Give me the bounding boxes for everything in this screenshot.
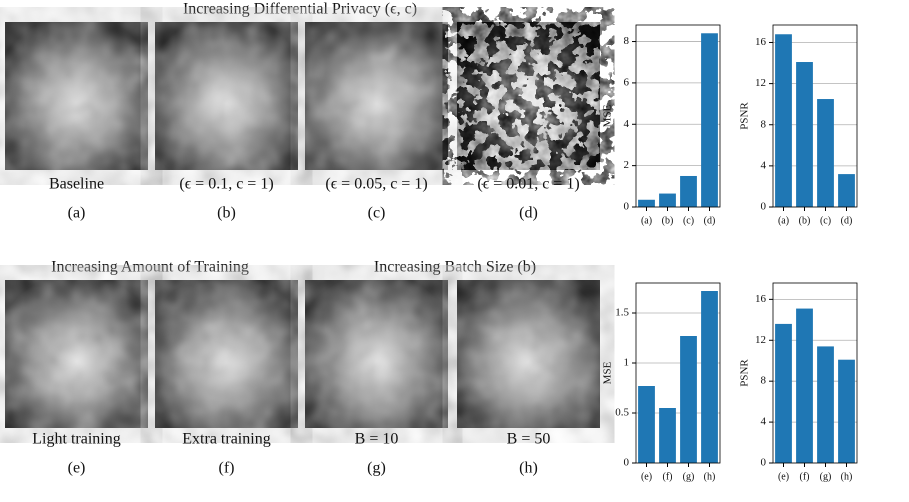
bar <box>796 62 813 207</box>
x-tick-label: (d) <box>704 215 716 226</box>
y-tick-label: 12 <box>755 77 766 89</box>
y-tick-label: 1 <box>624 357 630 369</box>
section-title: Increasing Batch Size (b) <box>374 259 536 276</box>
panel-caption: Baseline <box>49 176 104 193</box>
bar <box>680 336 697 463</box>
x-tick-label: (g) <box>683 471 695 482</box>
x-tick-label: (f) <box>663 471 673 482</box>
y-tick-label: 4 <box>761 159 767 171</box>
image-texture <box>155 22 298 170</box>
bar <box>838 359 855 463</box>
panel-label: (g) <box>367 460 386 477</box>
image-texture <box>457 280 600 428</box>
image-texture <box>5 280 148 428</box>
y-tick-label: 0 <box>761 457 767 469</box>
image-texture <box>155 280 298 428</box>
x-tick-label: (h) <box>704 471 716 482</box>
y-tick-label: 6 <box>624 76 630 88</box>
y-tick-label: 0.5 <box>615 407 629 419</box>
plot-frame <box>635 282 721 464</box>
y-axis-label: PSNR <box>739 359 751 387</box>
x-tick-label: (e) <box>778 471 789 482</box>
x-tick-label: (e) <box>641 471 652 482</box>
image-texture <box>305 22 448 170</box>
image-noise <box>457 22 600 170</box>
x-tick-label: (h) <box>841 471 853 482</box>
bar <box>638 199 655 207</box>
section-title: Increasing Amount of Training <box>51 259 249 276</box>
section-title: Increasing Differential Privacy (ϵ, c) <box>183 1 417 18</box>
panel-label: (d) <box>519 205 538 222</box>
bar <box>817 346 834 463</box>
panel-label: (f) <box>219 460 235 477</box>
panel-label: (b) <box>217 205 236 222</box>
y-tick-label: 0 <box>761 201 767 213</box>
y-tick-label: 2 <box>624 159 630 171</box>
bar <box>659 408 676 463</box>
y-axis-label: MSE <box>602 104 614 127</box>
bar <box>680 175 697 207</box>
panel-label: (a) <box>68 205 86 222</box>
bar <box>775 323 792 463</box>
x-tick-label: (c) <box>820 215 831 226</box>
x-tick-label: (f) <box>800 471 810 482</box>
y-tick-label: 4 <box>761 416 767 428</box>
x-tick-label: (d) <box>841 215 853 226</box>
x-tick-label: (g) <box>820 471 832 482</box>
y-tick-label: 16 <box>755 293 767 305</box>
bar <box>796 308 813 463</box>
y-tick-label: 12 <box>755 334 766 346</box>
plot-frame <box>772 282 858 464</box>
bar <box>775 34 792 207</box>
panel-caption: B = 10 <box>355 431 399 448</box>
plot-frame <box>635 24 721 208</box>
panel-label: (e) <box>68 460 86 477</box>
x-tick-label: (b) <box>662 215 674 226</box>
bar <box>838 174 855 207</box>
y-tick-label: 0 <box>624 457 630 469</box>
plot-frame <box>772 24 858 208</box>
bar <box>659 193 676 207</box>
bar <box>701 291 718 463</box>
y-axis-label: PSNR <box>739 102 751 130</box>
image-texture <box>305 280 448 428</box>
panel-label: (c) <box>368 205 386 222</box>
x-tick-label: (c) <box>683 215 694 226</box>
panel-caption: (ϵ = 0.01, c = 1) <box>477 176 579 193</box>
bar <box>817 99 834 207</box>
bar <box>701 33 718 207</box>
y-tick-label: 4 <box>624 118 630 130</box>
x-tick-label: (b) <box>799 215 811 226</box>
image-texture <box>5 22 148 170</box>
panel-caption: (ϵ = 0.1, c = 1) <box>179 176 273 193</box>
y-tick-label: 1.5 <box>615 307 629 319</box>
y-axis-label: MSE <box>602 361 614 384</box>
bar <box>638 386 655 463</box>
y-tick-label: 8 <box>761 375 767 387</box>
panel-label: (h) <box>519 460 538 477</box>
y-tick-label: 8 <box>624 35 630 47</box>
panel-caption: Light training <box>32 431 120 448</box>
panel-caption: (ϵ = 0.05, c = 1) <box>325 176 427 193</box>
y-tick-label: 0 <box>624 201 630 213</box>
y-tick-label: 16 <box>755 36 767 48</box>
panel-caption: Extra training <box>182 431 270 448</box>
panel-caption: B = 50 <box>507 431 551 448</box>
y-tick-label: 8 <box>761 118 767 130</box>
x-tick-label: (a) <box>778 215 789 226</box>
x-tick-label: (a) <box>641 215 652 226</box>
